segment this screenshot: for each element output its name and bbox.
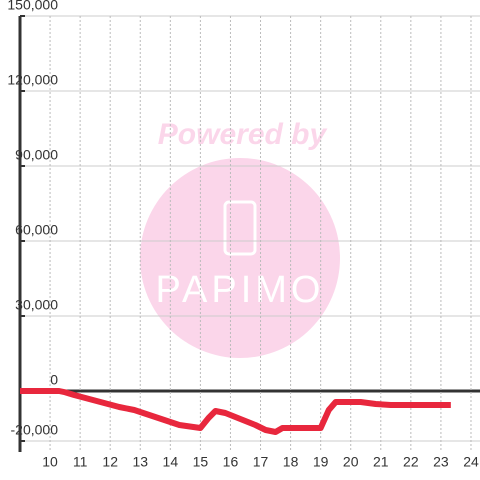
y-tick-label: 60,000 [15,222,58,238]
watermark-icon [223,200,257,256]
y-tick-label: 30,000 [15,297,58,313]
x-tick-label: 24 [463,454,479,470]
x-tick-label: 15 [193,454,209,470]
x-tick-label: 10 [42,454,58,470]
x-tick-label: 16 [223,454,239,470]
data-line [20,388,451,435]
watermark-text: Powered by [158,118,328,151]
x-tick-label: 22 [403,454,419,470]
watermark-circle [140,158,340,358]
x-tick-label: 14 [163,454,179,470]
y-tick-label: 120,000 [7,72,58,88]
x-tick-label: 19 [313,454,329,470]
x-tick-label: 13 [132,454,148,470]
watermark-logo: PAPIMO [156,269,325,311]
x-tick-label: 20 [343,454,359,470]
y-tick-label: -20,000 [11,422,59,438]
x-tick-label: 18 [283,454,299,470]
x-tick-label: 17 [253,454,269,470]
x-tick-label: 23 [433,454,449,470]
y-tick-label: 0 [50,372,58,388]
x-tick-label: 21 [373,454,389,470]
x-tick-label: 12 [102,454,118,470]
y-tick-label: 90,000 [15,147,58,163]
x-tick-label: 11 [73,454,88,470]
y-tick-label: 150,000 [7,0,58,13]
